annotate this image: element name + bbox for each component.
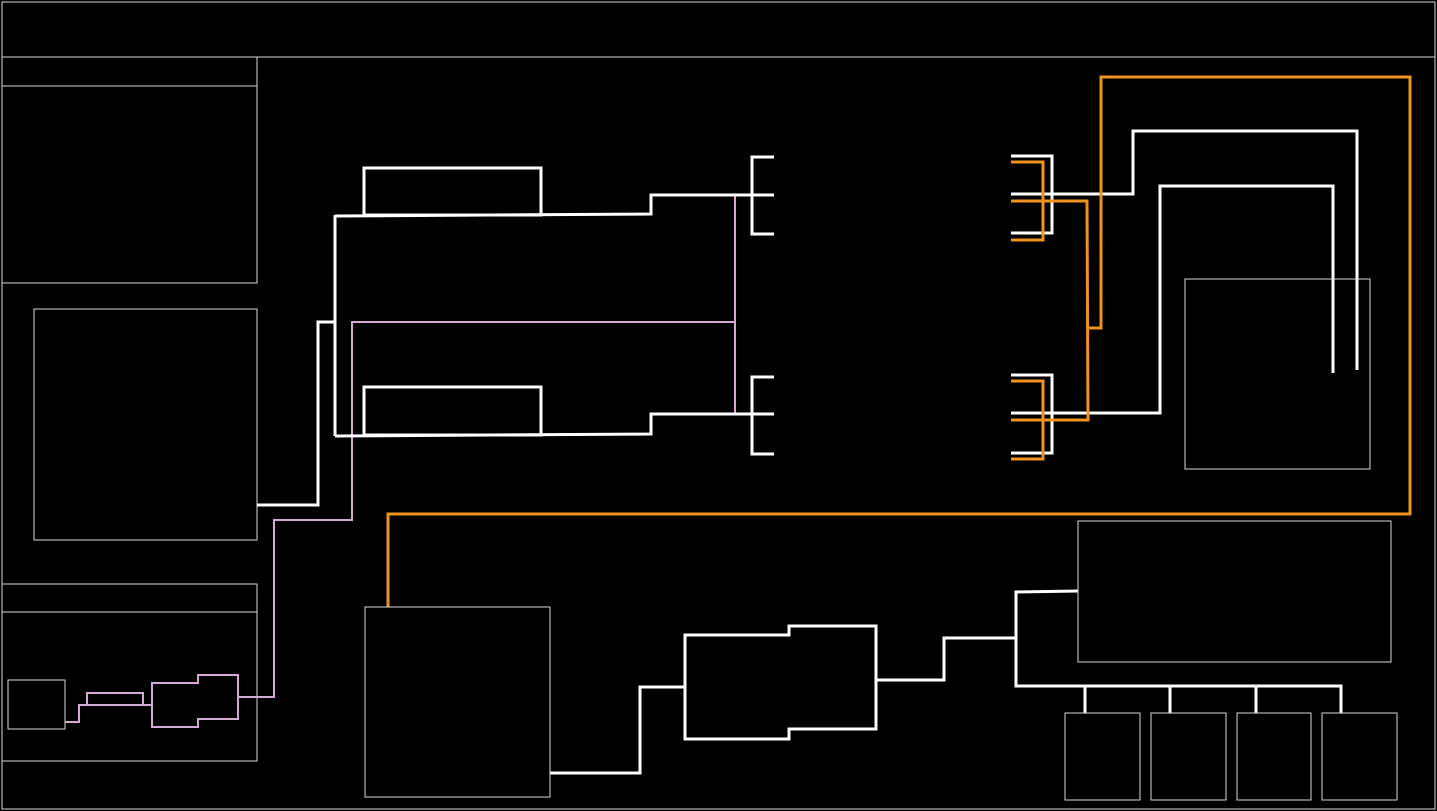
node-box [364,606,551,798]
wire [1011,199,1090,422]
wire [1011,184,1335,415]
node-box [1184,278,1371,470]
wire [238,321,735,698]
shape [362,385,543,437]
bracket [1011,379,1045,461]
node-box [1321,712,1398,801]
shape [362,166,543,217]
wire [386,75,1412,607]
panel [1,85,258,284]
wire [876,636,1016,682]
shape [683,624,878,741]
wire [1014,589,1343,713]
node-box [1150,712,1227,801]
wire [86,692,144,705]
pink-wires [65,195,736,728]
node-box [7,679,66,730]
wire [65,704,152,723]
panel [33,308,258,541]
node-box [1077,520,1392,663]
node-box [1064,712,1141,801]
white-wires [257,129,1359,775]
wire [257,320,335,507]
wire [1011,129,1359,370]
node-box [1236,712,1312,801]
shape [151,674,239,728]
orange-wires [386,75,1412,607]
panel [1,611,258,762]
wire [550,685,685,775]
